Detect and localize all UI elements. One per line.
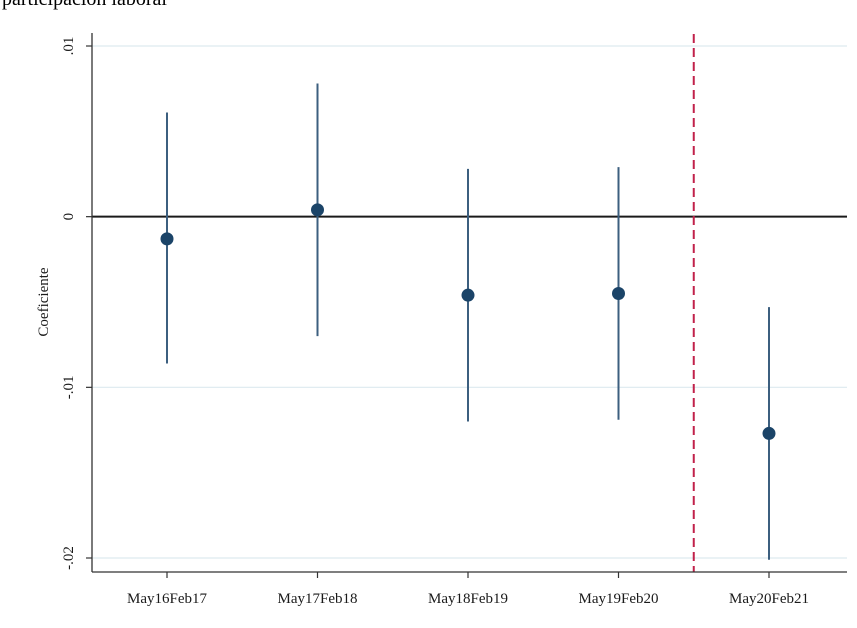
- gridlines: [92, 45, 847, 559]
- coef-point-May19Feb20: [612, 286, 625, 300]
- y-tick-label: -.01: [61, 375, 77, 399]
- y-tick-label: -.02: [61, 546, 77, 570]
- data-marks: [160, 83, 776, 560]
- y-tick-label: 0: [61, 213, 77, 221]
- coef-point-May17Feb18: [311, 203, 324, 217]
- x-tick-label: May20Feb21: [729, 591, 809, 607]
- chart-title: participación laboral: [2, 0, 167, 11]
- y-tick-label: .01: [61, 37, 77, 56]
- reference-lines: [92, 34, 847, 572]
- coef-point-May18Feb19: [461, 288, 475, 302]
- x-tick-label: May16Feb17: [127, 591, 207, 607]
- axes: .01 0 -.01 -.02 May16Feb17 May17Feb18 May18Feb…: [61, 33, 847, 607]
- coef-point-May16Feb17: [160, 232, 174, 246]
- x-tick-label: May19Feb20: [579, 591, 659, 607]
- coef-point-May20Feb21: [762, 426, 776, 440]
- x-tick-label: May18Feb19: [428, 591, 508, 607]
- y-axis-title: Coeficiente: [36, 267, 52, 336]
- x-tick-label: May17Feb18: [278, 591, 358, 607]
